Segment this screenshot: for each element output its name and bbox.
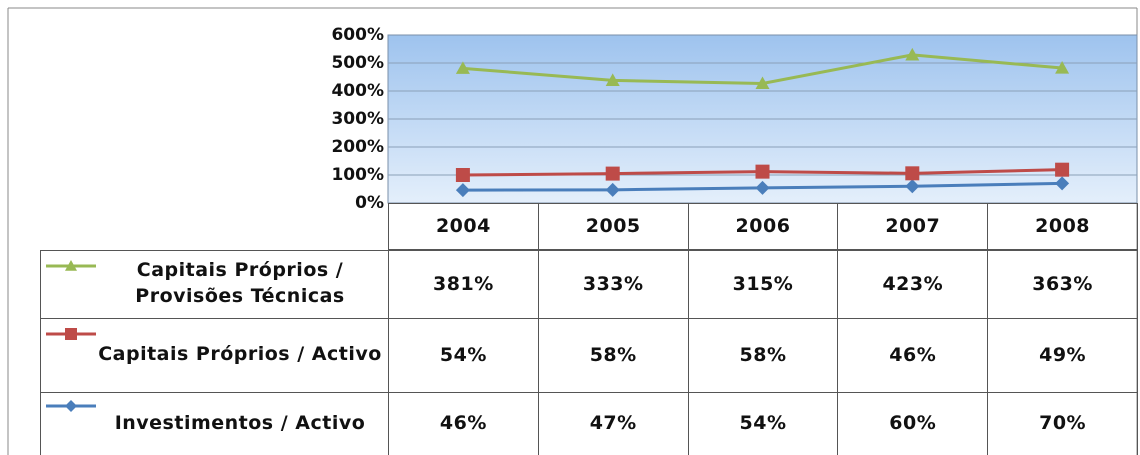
legend-label: Capitais Próprios / Activo xyxy=(98,343,382,366)
value-label: 58% xyxy=(687,318,839,393)
legend-label: Capitais Próprios / Provisões Técnicas xyxy=(135,259,345,307)
marker xyxy=(605,182,620,197)
value-label: 363% xyxy=(987,250,1138,319)
marker xyxy=(455,183,470,198)
value-label: 58% xyxy=(537,318,689,393)
marker xyxy=(65,328,77,340)
value-label: 70% xyxy=(987,392,1138,455)
marker xyxy=(455,61,470,74)
marker xyxy=(905,47,920,61)
y-tick-label: 300% xyxy=(331,109,384,129)
x-tick-label: 2007 xyxy=(837,203,989,250)
y-tick-label: 500% xyxy=(331,53,384,73)
marker xyxy=(755,76,770,90)
value-label: 315% xyxy=(687,250,839,319)
value-label: 54% xyxy=(687,392,839,455)
value-label: 333% xyxy=(537,250,689,319)
marker xyxy=(455,168,470,182)
y-tick-label: 0% xyxy=(355,193,384,213)
marker xyxy=(755,164,770,179)
value-label: 54% xyxy=(388,318,539,393)
marker xyxy=(65,260,77,271)
marker xyxy=(1055,61,1070,74)
marker xyxy=(905,166,920,181)
value-label: 49% xyxy=(987,318,1138,393)
legend-label: Investimentos / Activo xyxy=(114,411,366,434)
value-label: 46% xyxy=(837,318,989,393)
marker xyxy=(65,400,77,412)
x-tick-label: 2008 xyxy=(987,203,1138,250)
x-tick-label: 2006 xyxy=(687,203,839,250)
x-tick-label: 2004 xyxy=(388,203,539,250)
value-label: 47% xyxy=(537,392,689,455)
marker xyxy=(905,179,920,194)
marker xyxy=(1055,176,1070,191)
x-tick-label: 2005 xyxy=(537,203,689,250)
marker xyxy=(605,73,620,86)
value-label: 381% xyxy=(388,250,539,319)
value-label: 46% xyxy=(388,392,539,455)
marker xyxy=(755,180,770,195)
y-tick-label: 400% xyxy=(331,81,384,101)
y-tick-label: 200% xyxy=(331,137,384,157)
y-tick-label: 100% xyxy=(331,165,384,185)
value-label: 60% xyxy=(837,392,989,455)
marker xyxy=(605,166,620,181)
y-tick-label: 600% xyxy=(331,25,384,45)
marker xyxy=(1055,162,1070,177)
value-label: 423% xyxy=(837,250,989,319)
